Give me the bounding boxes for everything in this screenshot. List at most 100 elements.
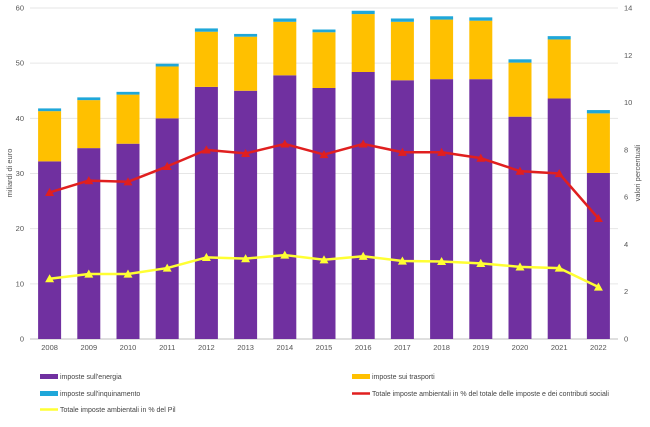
x-tick-label: 2017: [394, 343, 411, 352]
line-marker: [476, 258, 486, 267]
y-right-tick-label: 0: [624, 335, 628, 344]
y-right-tick-label: 6: [624, 193, 628, 202]
legend-swatch: [352, 374, 370, 379]
y-left-tick-label: 0: [20, 335, 24, 344]
bar-segment: [508, 116, 532, 339]
bar-segment: [77, 148, 101, 339]
bar-segment: [508, 62, 532, 117]
y-left-tick-label: 20: [16, 224, 24, 233]
line-marker: [515, 166, 525, 175]
bar-segment: [430, 19, 454, 80]
line-marker: [241, 254, 251, 263]
axes: miliardi di euro valori percentuali 0 10 2…: [5, 4, 642, 353]
x-tick-label: 2018: [433, 343, 450, 352]
line-marker: [162, 263, 172, 272]
line-marker: [358, 139, 368, 148]
y-left-tick-label: 50: [16, 59, 24, 68]
bar-segment: [469, 20, 493, 80]
y-right-tick-label: 10: [624, 98, 632, 107]
x-tick-label: 2012: [198, 343, 215, 352]
legend: imposte sull'energia imposte sui trasport…: [40, 374, 609, 414]
bar-segment: [116, 91, 140, 95]
x-tick-label: 2009: [80, 343, 97, 352]
bar-segment: [312, 87, 336, 339]
bar-segment: [155, 118, 179, 339]
line-marker: [45, 274, 55, 283]
bar-segment: [77, 97, 101, 101]
line-marker: [280, 139, 290, 148]
line-marker: [319, 150, 329, 159]
x-tick-label: 2016: [355, 343, 372, 352]
x-tick-label: 2010: [120, 343, 137, 352]
bar-segment: [390, 80, 414, 339]
y-left-tick-label: 10: [16, 279, 24, 288]
x-tick-label: 2011: [159, 343, 175, 352]
y-right-tick-label: 14: [624, 4, 632, 13]
bar-segment: [116, 143, 140, 339]
y-right-tick-label: 4: [624, 240, 628, 249]
bar-segment: [586, 113, 610, 173]
bar-segment: [508, 59, 532, 63]
x-tick-label: 2013: [237, 343, 254, 352]
bar-segment: [273, 75, 297, 339]
line-marker: [123, 269, 133, 278]
line-marker: [476, 153, 486, 162]
bar-segment: [469, 17, 493, 21]
line-marker: [397, 147, 407, 156]
y-axis-left-title: miliardi di euro: [5, 149, 14, 198]
line-marker: [84, 269, 94, 278]
line-marker: [515, 262, 525, 271]
x-tick-label: 2022: [590, 343, 607, 352]
bar-segment: [351, 10, 375, 15]
legend-swatch: [40, 391, 58, 396]
bar-segment: [234, 90, 258, 339]
bar-segment: [547, 98, 571, 340]
line-marker: [84, 176, 94, 185]
bar-segment: [312, 29, 336, 33]
bar-segment: [469, 79, 493, 339]
bar-segment: [194, 28, 218, 32]
line-series: [45, 139, 603, 291]
line-marker: [437, 256, 447, 266]
bar-segment: [273, 18, 297, 22]
y-left-tick-label: 30: [16, 169, 24, 178]
bar-segment: [194, 86, 218, 339]
bar-segment: [38, 111, 62, 162]
line-marker: [123, 177, 133, 186]
bar-segment: [77, 100, 101, 149]
bar-segment: [547, 36, 571, 40]
line-marker: [201, 252, 211, 262]
line-marker: [437, 147, 447, 156]
line-marker: [554, 263, 564, 272]
bar-segment: [312, 32, 336, 88]
bar-series: [38, 10, 610, 340]
line-marker: [593, 282, 603, 291]
bar-segment: [351, 71, 375, 339]
line-marker: [280, 250, 290, 259]
legend-label: imposte sull'energia: [60, 374, 122, 381]
y-axis-right-title: valori percentuali: [633, 144, 642, 201]
bar-segment: [351, 14, 375, 72]
x-tick-label: 2015: [316, 343, 333, 352]
bar-segment: [586, 172, 610, 339]
bar-segment: [234, 33, 258, 37]
bar-segment: [586, 110, 610, 114]
x-tick-label: 2008: [41, 343, 58, 352]
bar-segment: [430, 79, 454, 339]
bar-segment: [155, 63, 179, 67]
bar-segment: [430, 16, 454, 20]
line-marker: [358, 251, 368, 260]
line-marker: [554, 169, 564, 178]
bar-segment: [194, 31, 218, 87]
line-marker: [593, 213, 603, 223]
legend-label: Totale imposte ambientali in % del total…: [372, 391, 609, 398]
bar-segment: [38, 108, 62, 112]
x-tick-label: 2020: [512, 343, 529, 352]
legend-label: imposte sull'inquinamento: [60, 391, 140, 398]
line-marker: [45, 187, 55, 197]
bar-segment: [234, 36, 258, 91]
line-marker: [241, 148, 251, 158]
y-right-tick-label: 12: [624, 51, 632, 60]
legend-swatch: [40, 374, 58, 379]
